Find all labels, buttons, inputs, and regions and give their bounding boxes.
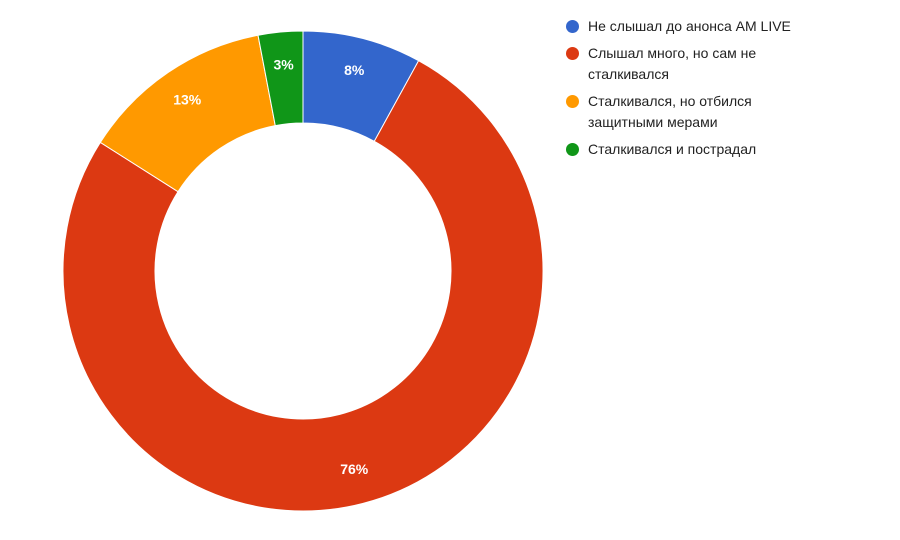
legend-swatch — [566, 47, 579, 60]
legend-item: Сталкивался, но отбился защитными мерами — [566, 91, 806, 133]
legend-item: Слышал много, но сам не сталкивался — [566, 43, 806, 85]
slice-label: 76% — [340, 461, 369, 477]
legend-label: Сталкивался и пострадал — [588, 141, 757, 157]
legend-item: Не слышал до анонса AM LIVE — [566, 16, 806, 37]
legend-item: Сталкивался и пострадал — [566, 139, 806, 160]
legend-label: Не слышал до анонса AM LIVE — [588, 18, 791, 34]
legend: Не слышал до анонса AM LIVE Слышал много,… — [566, 16, 806, 166]
legend-swatch — [566, 95, 579, 108]
legend-label: Сталкивался, но отбился защитными мерами — [588, 93, 752, 130]
slice-label: 3% — [273, 57, 294, 73]
slice — [62, 60, 544, 512]
slice-label: 13% — [173, 91, 202, 107]
legend-swatch — [566, 143, 579, 156]
slice-label: 8% — [344, 62, 365, 78]
slice — [257, 30, 304, 127]
legend-swatch — [566, 20, 579, 33]
legend-label: Слышал много, но сам не сталкивался — [588, 45, 757, 82]
